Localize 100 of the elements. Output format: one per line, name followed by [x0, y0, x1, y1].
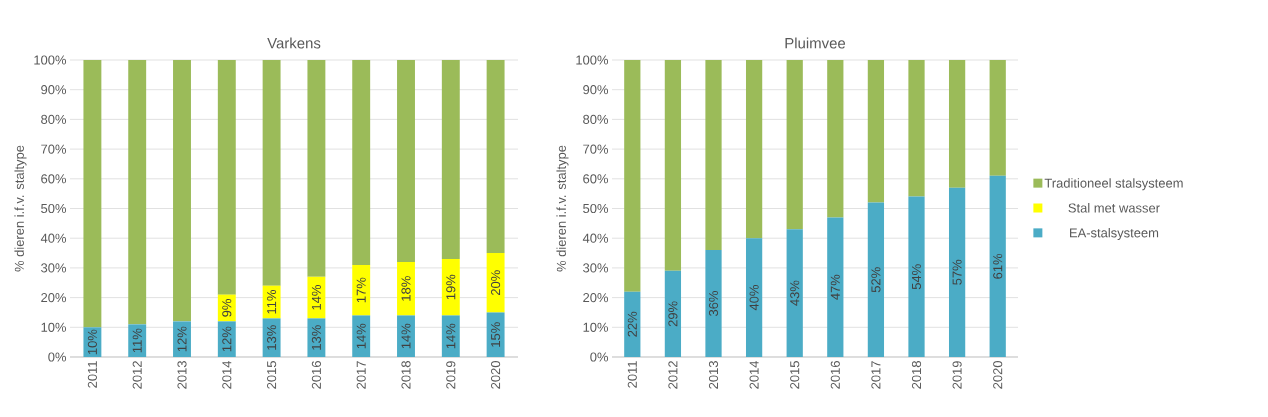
y-tick-label: 90%	[583, 85, 609, 95]
x-tick-label: 2012	[668, 361, 678, 389]
y-tick-label: 20%	[41, 293, 67, 303]
data-label: 18%	[401, 276, 411, 301]
x-tick-label: 2020	[993, 361, 1003, 389]
data-label: 14%	[401, 323, 411, 349]
bar	[664, 270, 682, 357]
bar	[441, 60, 460, 259]
bar	[397, 60, 415, 262]
bar	[948, 60, 966, 188]
bar	[173, 60, 191, 322]
bar	[83, 60, 102, 328]
x-tick-label: 2013	[177, 361, 187, 389]
bar	[786, 229, 803, 357]
bar	[867, 202, 885, 357]
y-tick-label: 20%	[583, 293, 609, 303]
data-label: 11%	[132, 328, 142, 353]
bar	[786, 60, 803, 230]
bar	[307, 318, 326, 357]
y-tick-label: 50%	[583, 203, 609, 214]
y-tick-label: 10%	[583, 322, 609, 332]
x-tick-label: 2012	[132, 361, 142, 389]
x-tick-label: 2011	[87, 361, 97, 388]
bar	[217, 321, 236, 357]
chart-title: Pluimvee	[785, 37, 846, 49]
bar	[486, 253, 505, 313]
y-tick-label: 30%	[41, 263, 67, 273]
data-label: 14%	[356, 323, 366, 349]
bar	[486, 60, 505, 254]
y-tick-label: 40%	[582, 233, 609, 243]
data-label: 10%	[87, 329, 97, 355]
y-tick-label: 10%	[41, 322, 67, 332]
y-tick-label: 50%	[41, 203, 67, 214]
bar	[173, 321, 191, 357]
bar	[352, 315, 371, 357]
data-label: 52%	[871, 267, 881, 293]
y-tick-label: 60%	[41, 174, 67, 184]
y-axis-title: % dieren i.f.v. staltype	[556, 145, 569, 272]
data-label: 57%	[952, 259, 962, 285]
bar	[397, 261, 415, 316]
bar	[441, 315, 460, 357]
x-tick-label: 2016	[830, 361, 840, 389]
bar	[217, 60, 236, 295]
data-label: 43%	[790, 280, 800, 306]
bar	[624, 291, 641, 357]
x-tick-label: 2014	[222, 360, 232, 389]
chart-title: Varkens	[267, 37, 321, 49]
bar	[664, 60, 682, 271]
data-label: 20%	[491, 270, 501, 296]
data-label: 17%	[356, 277, 366, 303]
x-tick-label: 2016	[311, 361, 321, 389]
bar	[989, 175, 1006, 357]
y-tick-label: 60%	[583, 174, 609, 184]
bar	[307, 276, 326, 319]
bar	[486, 312, 505, 357]
data-label: 47%	[830, 274, 840, 300]
x-tick-label: 2020	[491, 361, 501, 389]
bar	[989, 60, 1006, 176]
bar	[262, 318, 281, 357]
bar	[827, 217, 844, 357]
data-label: 11%	[267, 290, 277, 314]
x-tick-label: 2018	[401, 361, 411, 389]
data-label: 13%	[267, 325, 277, 350]
data-label: 13%	[311, 325, 321, 350]
data-label: 19%	[446, 274, 456, 300]
x-tick-label: 2015	[267, 361, 277, 389]
bar	[307, 60, 326, 277]
x-tick-label: 2015	[790, 361, 800, 389]
y-tick-label: 0%	[48, 352, 67, 362]
bar	[128, 60, 147, 325]
y-tick-label: 100%	[34, 55, 67, 65]
y-tick-label: 80%	[583, 114, 609, 124]
bar	[705, 250, 722, 357]
x-tick-label: 2017	[356, 361, 366, 389]
data-label: 9%	[222, 299, 232, 317]
y-tick-label: 30%	[583, 263, 609, 273]
data-label: 54%	[911, 264, 922, 290]
bar	[352, 264, 371, 316]
x-tick-label: 2017	[871, 361, 881, 389]
bar	[128, 324, 147, 357]
bar	[262, 60, 281, 286]
y-axis-title: % dieren i.f.v. staltype	[14, 145, 27, 272]
bar	[948, 187, 966, 357]
data-label: 22%	[627, 311, 637, 337]
data-label: 29%	[668, 301, 678, 327]
bar	[908, 60, 925, 197]
bar	[705, 60, 722, 251]
bar	[908, 196, 925, 357]
y-tick-label: 80%	[41, 114, 67, 124]
data-label: 12%	[177, 326, 187, 352]
x-tick-label: 2018	[911, 361, 922, 389]
data-label: 14%	[446, 323, 456, 349]
bar	[397, 315, 415, 357]
bar	[827, 60, 844, 218]
bar	[624, 60, 641, 292]
bar	[745, 60, 763, 239]
data-label: 12%	[222, 326, 232, 352]
x-tick-label: 2013	[708, 361, 719, 389]
data-label: 15%	[491, 322, 501, 347]
bar	[867, 60, 885, 203]
